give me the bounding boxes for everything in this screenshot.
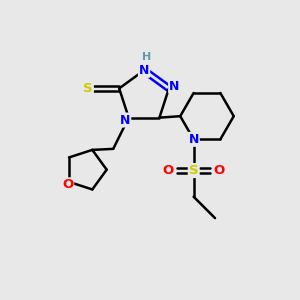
Text: N: N — [188, 133, 199, 146]
Text: N: N — [120, 113, 130, 127]
Text: S: S — [189, 164, 198, 177]
Text: O: O — [214, 164, 225, 177]
Text: N: N — [139, 64, 149, 77]
Text: O: O — [162, 164, 173, 177]
Text: H: H — [142, 52, 151, 62]
Text: N: N — [169, 80, 179, 92]
Text: O: O — [62, 178, 73, 191]
Text: S: S — [83, 82, 93, 95]
